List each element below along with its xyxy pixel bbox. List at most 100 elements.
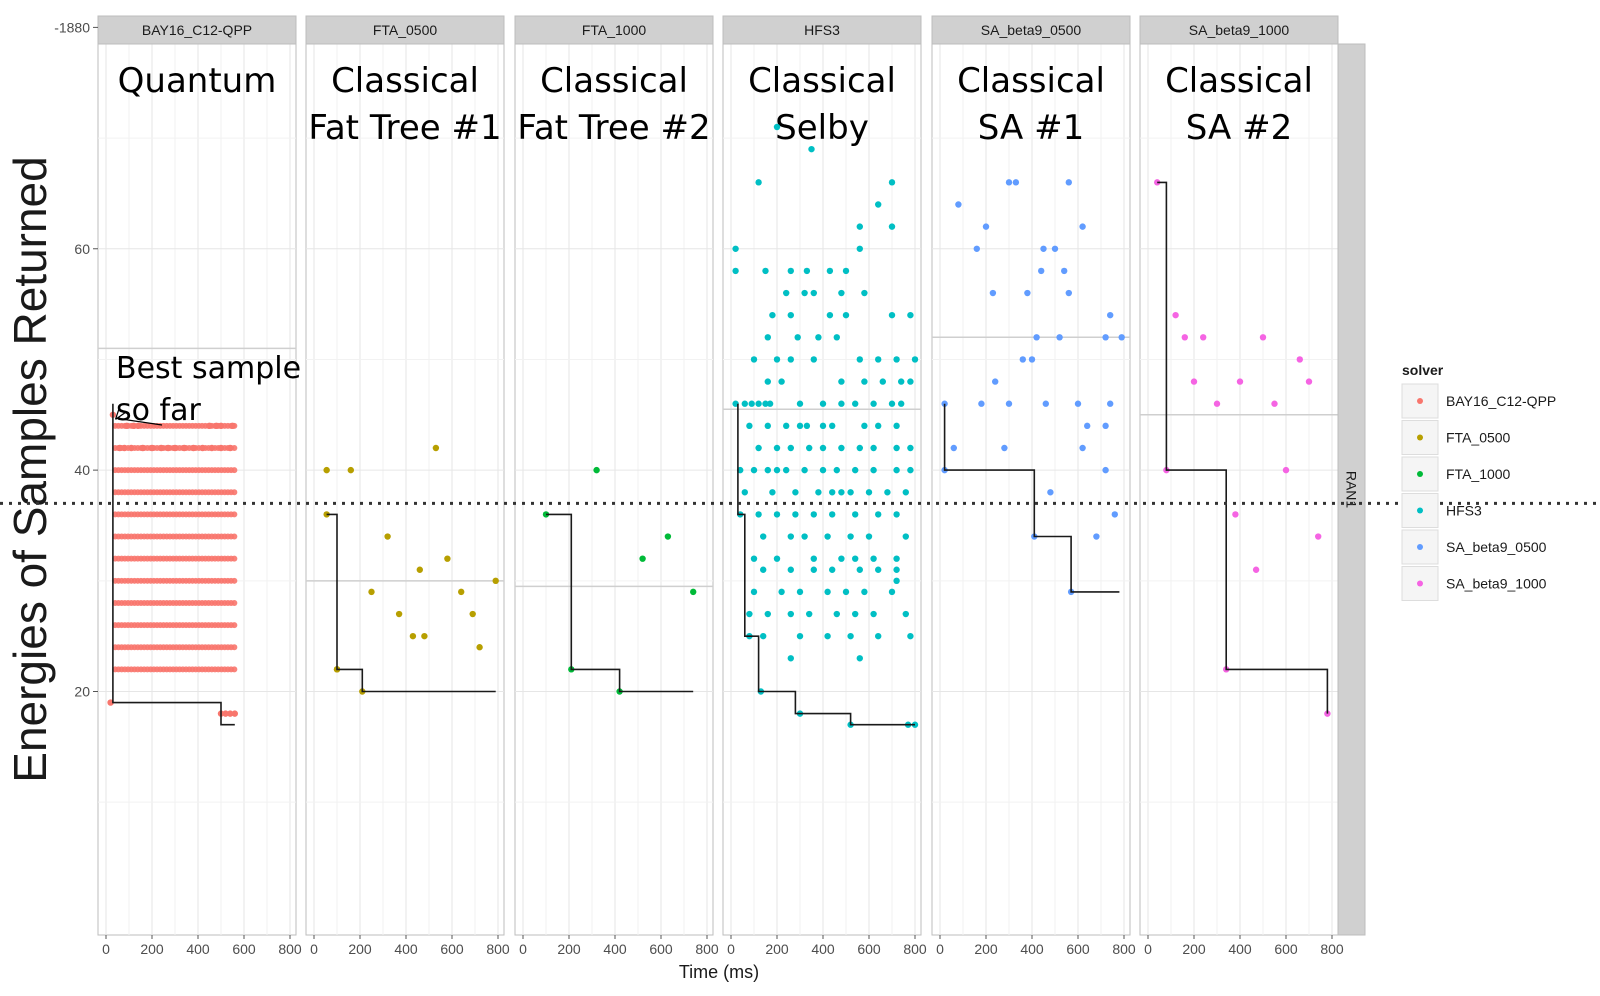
data-point [911,356,919,363]
data-point [1056,334,1063,341]
data-point [815,489,822,496]
data-point [796,632,804,640]
data-point [764,466,771,474]
data-point [870,466,877,474]
data-point [217,422,225,430]
x-tick-label: 400 [1020,941,1044,957]
legend-entry-label: FTA_1000 [1446,466,1511,482]
x-tick-label: 200 [140,941,164,957]
row-strip [1337,43,1366,936]
panel-strip [1139,15,1339,45]
data-point [773,466,781,474]
data-point [842,267,850,275]
data-point [796,588,804,596]
panel-title-text: SA #2 [1186,108,1292,148]
data-point [1236,378,1244,385]
data-point [810,289,817,297]
data-point [810,566,817,573]
data-point [847,533,854,540]
data-point [838,289,845,297]
data-point [231,599,238,606]
x-tick-label: 200 [348,941,372,957]
best-so-far-line [546,513,694,693]
data-point [888,223,896,230]
data-point [764,334,771,341]
data-point [158,444,165,452]
data-point [1047,489,1054,496]
row-strip-label: RAN1 [1344,471,1360,509]
data-point [803,422,811,430]
best-so-far-line [326,513,496,693]
data-point [227,710,234,717]
data-point [130,422,137,430]
data-point [421,632,428,640]
data-point [792,489,799,496]
data-point [852,555,859,562]
data-point [865,489,873,496]
data-point [783,466,790,474]
panel-strip [305,15,505,45]
data-point [773,555,781,562]
data-point [1074,400,1082,407]
x-tick-label: 800 [695,941,719,957]
x-tick-label: 400 [811,941,835,957]
data-point [856,655,863,662]
data-point [875,201,882,208]
data-point [190,444,197,452]
data-point [875,422,882,430]
data-point [199,444,206,452]
data-point [1024,289,1031,297]
data-point [1296,356,1304,363]
data-point [893,577,900,585]
data-point [231,467,238,474]
data-point [476,644,483,651]
data-point [121,444,128,452]
data-point [870,444,877,452]
data-point [810,511,817,518]
data-point [826,267,834,275]
panel-strip [97,15,297,45]
data-point [955,201,962,208]
legend-swatch [1417,398,1423,404]
data-point [755,511,762,518]
data-point [231,489,238,496]
data-point [1107,311,1114,319]
data-point [829,422,836,430]
data-point [762,400,769,407]
legend-entry-label: SA_beta9_0500 [1446,539,1547,555]
x-tick-label: 600 [1274,941,1298,957]
panel-title-text: Selby [775,108,869,148]
data-point [1038,267,1045,275]
annotation-text: Best sample [116,351,301,386]
data-point [760,533,767,540]
data-point [1084,422,1091,430]
legend-entry-label: BAY16_C12-QPP [1446,393,1556,409]
data-point [902,533,909,540]
data-point [1079,444,1086,452]
y-tick-label: -1880 [54,19,90,35]
data-point [893,444,900,452]
data-point [852,610,859,618]
data-point [856,356,863,363]
data-point [1252,566,1260,573]
x-tick-label: 0 [310,941,318,957]
data-point [229,422,236,430]
data-point [128,444,135,452]
data-point [838,378,845,385]
legend-swatch [1417,434,1423,441]
data-point [783,289,790,297]
data-point [231,533,238,540]
best-so-far-line [943,403,1120,593]
data-point [1181,334,1189,341]
data-point [870,555,877,562]
data-point [888,400,896,407]
data-point [856,566,863,573]
data-point [1213,400,1221,407]
panel-strip-label: FTA_0500 [373,22,438,38]
data-point [852,466,859,474]
data-point [1012,179,1020,186]
data-point [865,533,873,540]
data-point [893,356,900,363]
panel-strip-label: SA_beta9_0500 [981,22,1082,38]
